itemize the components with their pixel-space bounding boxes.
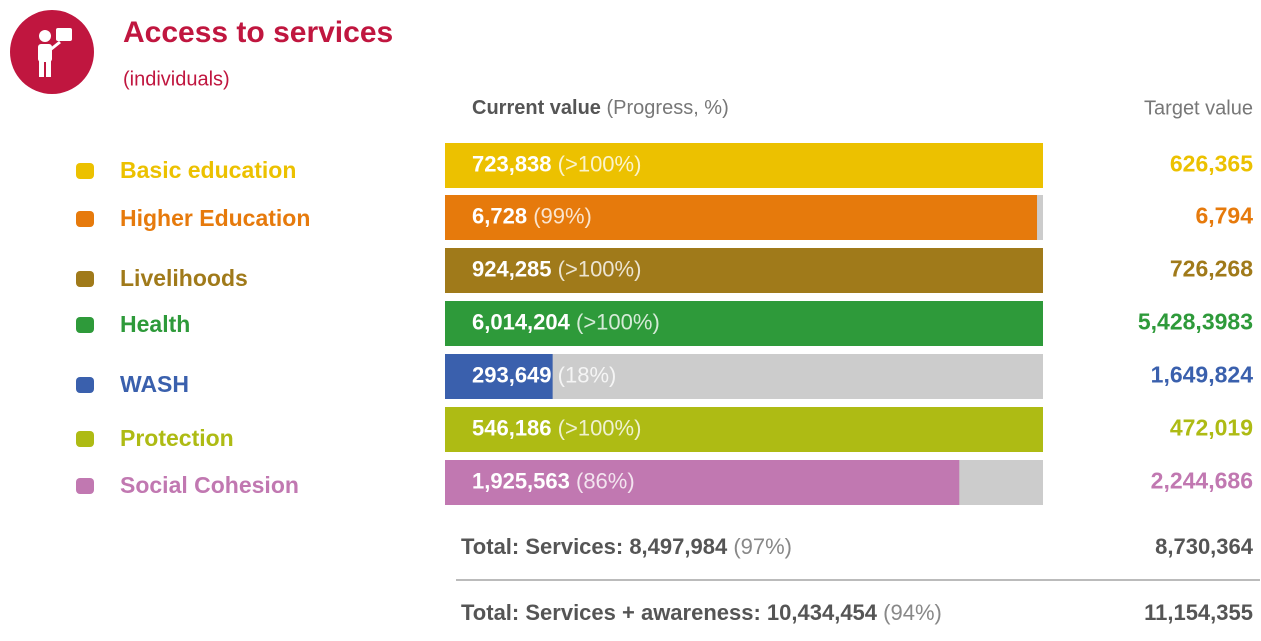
icon — [76, 163, 94, 179]
bar-label: 546,186 (>100%) — [472, 415, 641, 440]
bar — [445, 301, 1043, 346]
title: Access to services — [123, 16, 393, 49]
row-label: Health — [120, 311, 190, 337]
total-target: 11,154,355 — [1144, 600, 1253, 625]
current-value: 924,285 — [472, 256, 552, 281]
total-progress: (97%) — [733, 534, 792, 559]
bar-label: 6,728 (99%) — [472, 203, 592, 228]
bar — [445, 195, 1038, 240]
icon — [76, 317, 94, 333]
target-value: 1,649,824 — [1151, 362, 1254, 388]
current-value: 293,649 — [472, 362, 552, 387]
row-label: Livelihoods — [120, 265, 248, 291]
total-target: 8,730,364 — [1155, 534, 1254, 559]
current-value: 546,186 — [472, 415, 552, 440]
subtitle: (individuals) — [123, 68, 230, 90]
current-value: 723,838 — [472, 151, 552, 176]
row-label: Higher Education — [120, 205, 310, 231]
bar-label: 924,285 (>100%) — [472, 256, 641, 281]
total-progress: (94%) — [883, 600, 942, 625]
progress-label: (>100%) — [558, 256, 642, 281]
bar — [445, 407, 1043, 452]
title-icon — [10, 10, 94, 94]
progress-label: (86%) — [576, 468, 635, 493]
icon — [76, 478, 94, 494]
row-label: WASH — [120, 371, 189, 397]
bar — [445, 248, 1043, 293]
progress-label: (>100%) — [558, 415, 642, 440]
target-value: 472,019 — [1170, 415, 1253, 441]
header-current-label: Current value — [472, 97, 601, 119]
progress-label: (>100%) — [576, 309, 660, 334]
header-current: Current value (Progress, %) — [472, 97, 729, 119]
header-target: Target value — [1144, 97, 1253, 119]
bar-label: 723,838 (>100%) — [472, 151, 641, 176]
bar-label: 6,014,204 (>100%) — [472, 309, 660, 334]
current-value: 6,728 — [472, 203, 527, 228]
icon — [76, 431, 94, 447]
target-value: 2,244,686 — [1151, 468, 1253, 494]
progress-label: (99%) — [533, 203, 592, 228]
icon — [76, 377, 94, 393]
row-label: Social Cohesion — [120, 472, 299, 498]
row-label: Protection — [120, 425, 234, 451]
progress-label: (18%) — [558, 362, 617, 387]
total: Total: Services: 8,497,984 (97%) — [461, 534, 792, 559]
total: Total: Services + awareness: 10,434,454 … — [461, 600, 942, 625]
icon — [76, 271, 94, 287]
target-value: 726,268 — [1170, 256, 1253, 282]
target-value: 6,794 — [1195, 203, 1253, 229]
target-value: 626,365 — [1170, 151, 1253, 177]
bar-label: 1,925,563 (86%) — [472, 468, 635, 493]
target-value: 5,428,3983 — [1138, 309, 1253, 335]
bar-label: 293,649 (18%) — [472, 362, 616, 387]
total-label: Total: Services + awareness: 10,434,454 — [461, 600, 878, 625]
bar — [445, 354, 553, 399]
bar — [445, 460, 960, 505]
current-value: 1,925,563 — [472, 468, 570, 493]
row-label: Basic education — [120, 157, 296, 183]
bar — [445, 143, 1043, 188]
total-label: Total: Services: 8,497,984 — [461, 534, 728, 559]
current-value: 6,014,204 — [472, 309, 571, 334]
header-current-note: (Progress, %) — [607, 97, 729, 119]
progress-label: (>100%) — [558, 151, 642, 176]
icon — [76, 211, 94, 227]
